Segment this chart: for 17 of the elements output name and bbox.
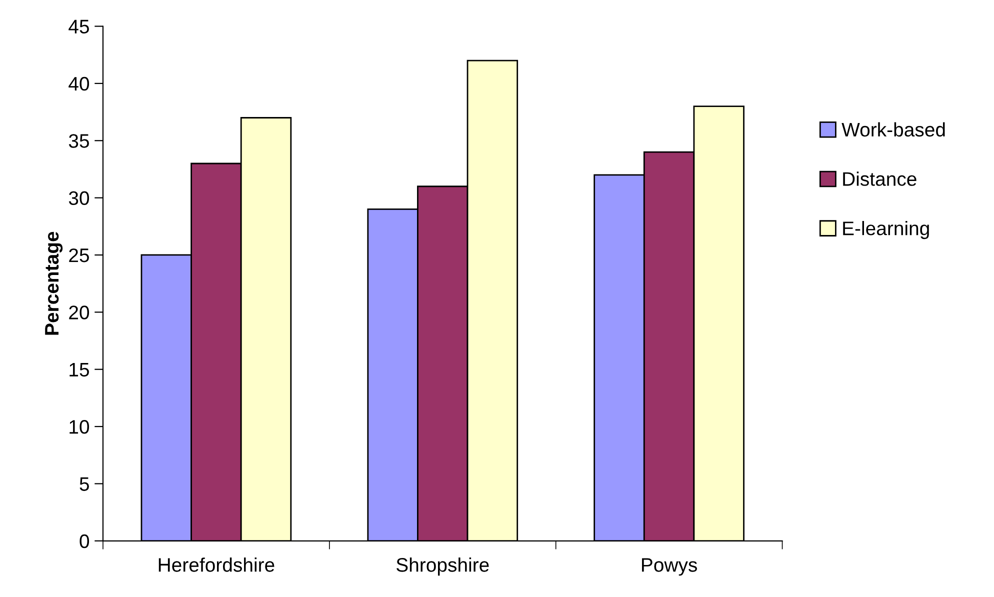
y-tick-label: 45 (68, 20, 89, 34)
legend-label: Distance (843, 172, 916, 186)
x-tick-label: Shropshire (396, 558, 489, 576)
y-tick-label: 15 (70, 363, 89, 377)
x-tick-label: Herefordshire (158, 558, 274, 572)
y-tick-label: 40 (68, 76, 90, 91)
y-tick-label: 35 (68, 134, 89, 148)
y-tick-label: 20 (69, 306, 90, 320)
legend-label: E-learning (843, 220, 929, 240)
y-tick-label: 10 (70, 420, 90, 434)
legend-label: Work-based (842, 122, 945, 137)
y-tick-label: 5 (80, 477, 89, 491)
y-axis-title: Percentage (45, 232, 63, 335)
x-tick-label: Powys (642, 558, 697, 576)
y-tick-label: 25 (69, 248, 89, 262)
y-tick-label: 0 (80, 534, 90, 548)
y-tick-label: 30 (68, 191, 90, 206)
